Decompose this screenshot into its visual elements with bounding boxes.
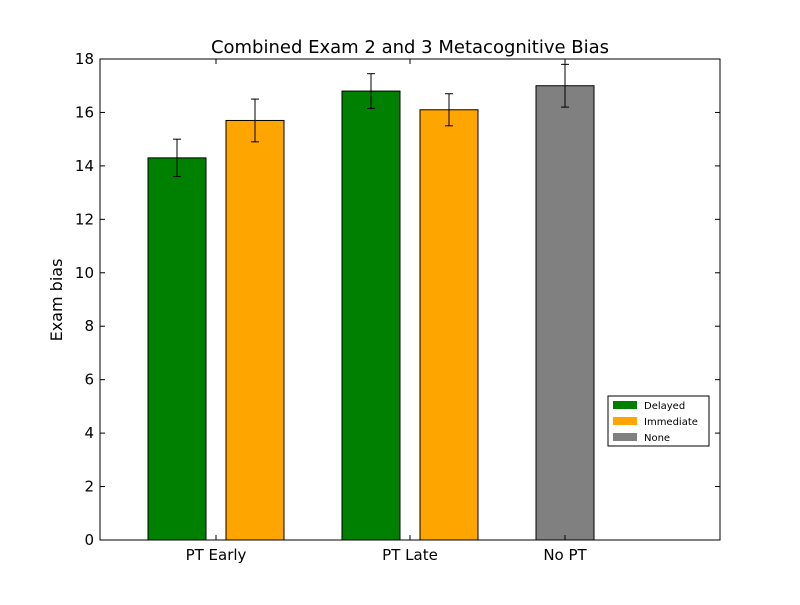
- y-tick-label: 2: [84, 478, 94, 496]
- bar: [341, 90, 401, 541]
- chart-title: Combined Exam 2 and 3 Metacognitive Bias: [211, 37, 609, 58]
- legend-swatch: [613, 433, 637, 441]
- y-tick-label: 4: [84, 424, 94, 442]
- legend: Delayed Immediate None: [607, 395, 710, 447]
- y-tick-label: 14: [75, 157, 94, 175]
- y-tick-label: 12: [75, 210, 94, 228]
- legend-label: Delayed: [644, 401, 685, 412]
- x-tick-label: PT Early: [186, 546, 247, 564]
- legend-label: Immediate: [644, 417, 698, 428]
- x-tick-label: PT Late: [382, 546, 438, 564]
- y-tick-label: 6: [84, 371, 94, 389]
- legend-swatch: [613, 401, 637, 409]
- plot-area: 0 2 4 6 8 10 12 14 16 18 PT Early PT Late No PT: [75, 50, 721, 564]
- bar: [535, 85, 595, 541]
- legend-label: None: [644, 433, 670, 444]
- bar: [225, 119, 285, 541]
- y-tick-label: 8: [84, 317, 94, 335]
- bar: [419, 109, 479, 541]
- y-tick-label: 16: [75, 103, 94, 121]
- bar: [147, 157, 207, 541]
- y-tick-label: 18: [75, 50, 94, 68]
- y-tick-label: 0: [84, 531, 94, 549]
- legend-swatch: [613, 417, 637, 425]
- x-tick-label: No PT: [543, 546, 587, 564]
- y-axis-label: Exam bias: [47, 259, 66, 342]
- y-tick-label: 10: [75, 264, 94, 282]
